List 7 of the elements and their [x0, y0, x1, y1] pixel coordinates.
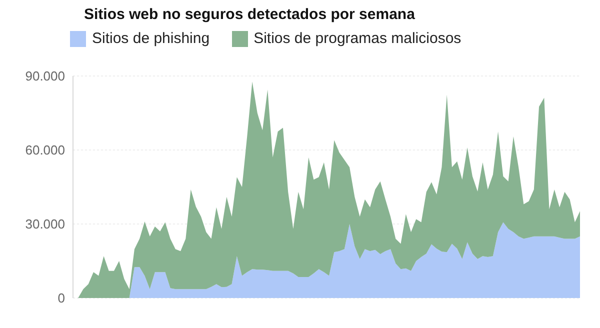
- y-tick-label: 60.000: [25, 142, 65, 158]
- legend-label: Sitios de programas maliciosos: [254, 30, 462, 47]
- chart-title: Sitios web no seguros detectados por semana: [84, 6, 415, 23]
- legend-label: Sitios de phishing: [92, 30, 210, 47]
- y-tick-label: 30.000: [25, 216, 65, 232]
- y-tick-label: 0: [58, 290, 65, 306]
- y-tick-label: 90.000: [25, 68, 65, 84]
